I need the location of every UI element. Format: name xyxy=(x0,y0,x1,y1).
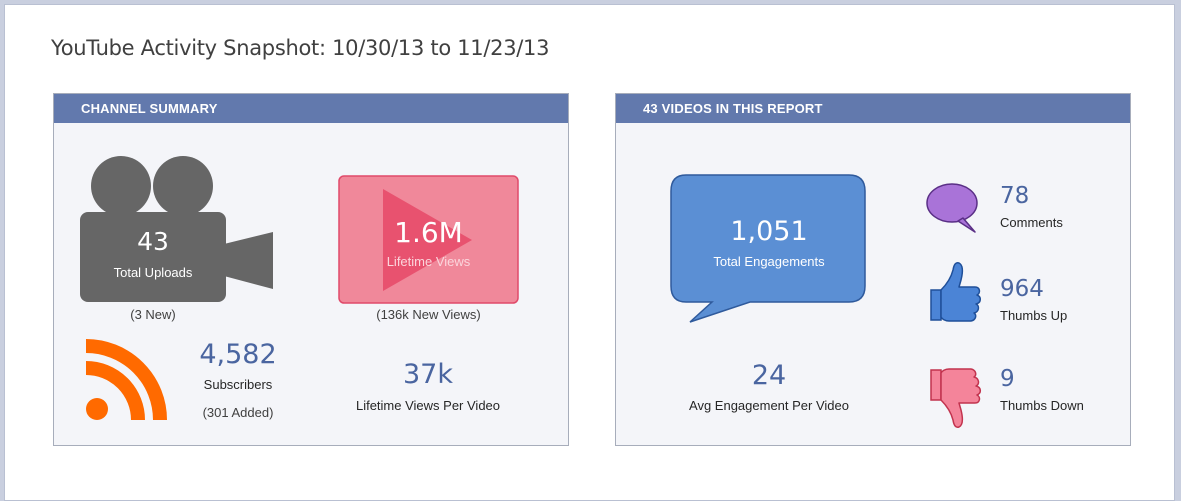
page-title: YouTube Activity Snapshot: 10/30/13 to 1… xyxy=(51,36,550,60)
avg-engagement-label: Avg Engagement Per Video xyxy=(689,398,849,413)
lifetime-views-label: Lifetime Views xyxy=(386,254,471,269)
engagements-label: Total Engagements xyxy=(713,254,825,269)
thumbs-down-value: 9 xyxy=(1000,366,1015,392)
engagements-value: 1,051 xyxy=(730,216,808,247)
views-per-video-value: 37k xyxy=(403,359,453,390)
thumbs-up-label: Thumbs Up xyxy=(1000,308,1068,323)
thumbs-up-value: 964 xyxy=(1000,276,1044,302)
comments-value: 78 xyxy=(1000,183,1030,209)
thumbs-down-icon xyxy=(930,368,981,428)
subscribers-value: 4,582 xyxy=(199,339,277,370)
comments-label: Comments xyxy=(1000,215,1063,230)
thumbs-down-label: Thumbs Down xyxy=(1000,398,1084,413)
uploads-label: Total Uploads xyxy=(113,265,193,280)
uploads-value: 43 xyxy=(137,227,169,256)
thumbs-up-icon xyxy=(930,262,981,322)
lifetime-views-note: (136k New Views) xyxy=(376,307,481,322)
uploads-note: (3 New) xyxy=(130,307,176,322)
views-per-video-label: Lifetime Views Per Video xyxy=(355,398,501,413)
play-icon xyxy=(338,175,519,304)
comment-bubble-icon xyxy=(926,183,978,233)
videos-report-header: 43 VIDEOS IN THIS REPORT xyxy=(616,94,1130,123)
video-camera-icon xyxy=(80,156,273,302)
subscribers-note: (301 Added) xyxy=(202,405,274,420)
channel-summary-panel: CHANNEL SUMMARY 43 Total Uploads (3 New)… xyxy=(53,93,569,446)
subscribers-label: Subscribers xyxy=(203,377,273,392)
speech-bubble-icon xyxy=(670,174,866,323)
videos-report-panel: 43 VIDEOS IN THIS REPORT 1,051 Total Eng… xyxy=(615,93,1131,446)
lifetime-views-value: 1.6M xyxy=(394,216,463,249)
avg-engagement-value: 24 xyxy=(751,360,787,391)
channel-summary-header: CHANNEL SUMMARY xyxy=(54,94,568,123)
rss-icon xyxy=(85,339,167,421)
